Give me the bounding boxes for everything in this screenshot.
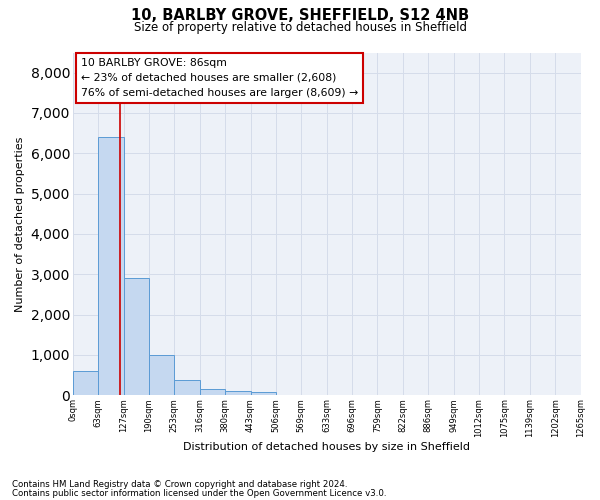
X-axis label: Distribution of detached houses by size in Sheffield: Distribution of detached houses by size … bbox=[183, 442, 470, 452]
Bar bbox=[98, 137, 124, 395]
Bar bbox=[175, 380, 200, 395]
Text: 10 BARLBY GROVE: 86sqm
← 23% of detached houses are smaller (2,608)
76% of semi-: 10 BARLBY GROVE: 86sqm ← 23% of detached… bbox=[81, 58, 358, 98]
Bar bbox=[73, 371, 98, 395]
Bar bbox=[225, 391, 251, 395]
Y-axis label: Number of detached properties: Number of detached properties bbox=[15, 136, 25, 312]
Text: Contains HM Land Registry data © Crown copyright and database right 2024.: Contains HM Land Registry data © Crown c… bbox=[12, 480, 347, 489]
Bar bbox=[251, 392, 276, 395]
Bar bbox=[200, 388, 225, 395]
Bar bbox=[149, 355, 175, 395]
Text: 10, BARLBY GROVE, SHEFFIELD, S12 4NB: 10, BARLBY GROVE, SHEFFIELD, S12 4NB bbox=[131, 8, 469, 22]
Text: Contains public sector information licensed under the Open Government Licence v3: Contains public sector information licen… bbox=[12, 489, 386, 498]
Bar bbox=[124, 278, 149, 395]
Text: Size of property relative to detached houses in Sheffield: Size of property relative to detached ho… bbox=[133, 21, 467, 34]
